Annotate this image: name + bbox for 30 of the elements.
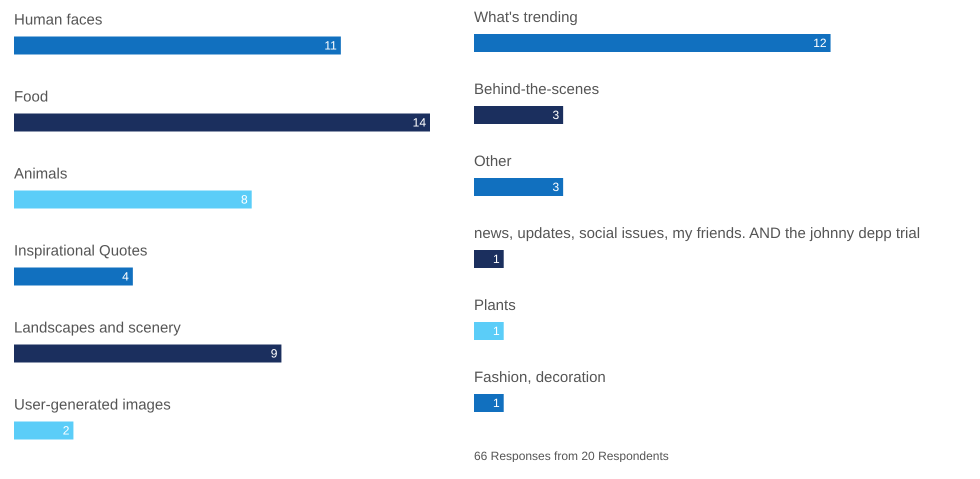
data-label: 12	[813, 36, 827, 50]
y-tick-label: Landscapes and scenery	[14, 320, 182, 336]
y-tick-label: Animals	[14, 166, 68, 182]
data-label: 2	[62, 424, 70, 438]
data-label: 8	[241, 192, 248, 206]
bar	[14, 190, 252, 208]
data-label: 1	[493, 396, 500, 410]
data-label: 14	[412, 116, 426, 130]
y-tick-label: Fashion, decoration	[474, 369, 606, 386]
y-tick-label: news, updates, social issues, my friends. AND the johnny depp trial	[474, 225, 920, 242]
bar	[14, 268, 133, 286]
data-label: 1	[493, 324, 500, 338]
data-label: 1	[493, 252, 500, 266]
y-tick-label: Food	[14, 88, 48, 106]
bar	[14, 36, 341, 54]
data-label: 4	[122, 270, 130, 284]
bar	[14, 344, 282, 362]
bar	[14, 422, 74, 440]
data-label: 3	[552, 108, 560, 122]
y-tick-label: What's trending	[474, 9, 578, 26]
y-tick-label: Other	[474, 153, 512, 170]
y-tick-label: User-generated images	[14, 396, 171, 414]
y-tick-label: Human faces	[14, 12, 102, 28]
data-label: 11	[324, 38, 338, 52]
bar	[14, 114, 430, 132]
data-label: 3	[552, 180, 560, 194]
y-tick-label: Inspirational Quotes	[14, 242, 148, 260]
data-label: 9	[270, 346, 278, 360]
y-tick-label: Behind-the-scenes	[474, 81, 600, 98]
y-tick-label: Plants	[474, 297, 516, 314]
